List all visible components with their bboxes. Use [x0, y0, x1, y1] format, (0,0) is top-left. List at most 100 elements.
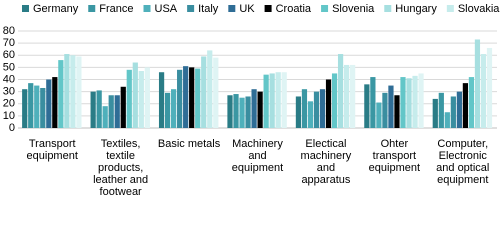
y-tick-label: 0 — [9, 122, 15, 134]
bar — [213, 57, 219, 128]
bar — [251, 89, 257, 128]
bar — [108, 95, 114, 128]
bar — [90, 91, 96, 128]
bar — [438, 92, 444, 128]
y-tick-label: 20 — [3, 98, 15, 110]
bar — [394, 95, 400, 128]
bar — [307, 101, 314, 128]
x-tick-label: Basic metals — [157, 138, 221, 150]
legend-swatch — [187, 5, 195, 12]
bar — [468, 77, 475, 128]
y-tick-label: 10 — [3, 110, 15, 122]
bar — [70, 55, 76, 128]
legend-swatch — [22, 5, 29, 12]
bar — [58, 60, 64, 128]
bar — [158, 72, 165, 128]
x-tick-label: Machinery and equipment — [231, 138, 284, 174]
bar — [364, 84, 370, 128]
x-tick-label: Computer, Electronic and optical equipme… — [436, 138, 490, 186]
legend-swatch — [143, 5, 151, 12]
bar — [233, 94, 239, 128]
bar — [195, 68, 201, 128]
bar — [462, 83, 469, 128]
bar — [388, 85, 394, 128]
bar — [275, 72, 281, 128]
bar — [313, 91, 320, 128]
bar — [382, 92, 388, 128]
bar — [432, 98, 438, 128]
legend-label: Slovakia — [458, 3, 500, 15]
bar — [281, 72, 287, 128]
y-tick-label: 50 — [3, 61, 15, 73]
y-tick-label: 70 — [3, 37, 15, 49]
bar — [301, 89, 308, 128]
legend-label: USA — [155, 3, 178, 15]
bar — [444, 112, 450, 128]
legend-swatch — [264, 5, 272, 12]
legend-label: Germany — [33, 3, 79, 15]
bar — [239, 97, 245, 128]
x-tick-label: Ohter transport equipment — [368, 138, 421, 174]
bar — [350, 64, 356, 128]
bar — [183, 66, 189, 128]
bar — [189, 67, 195, 128]
bar — [486, 47, 493, 128]
bar — [132, 62, 138, 128]
legend-swatch — [228, 5, 236, 12]
bar — [207, 50, 213, 128]
legend-label: France — [99, 3, 133, 15]
bar — [126, 69, 132, 128]
x-tick-label: Electical machinery and apparatus — [300, 138, 352, 186]
legend-label: UK — [239, 3, 255, 15]
bar — [120, 86, 126, 128]
chart: 0 10 20 30 40 50 60 70 80 Germany France USA Italy UK… — [3, 3, 500, 198]
bar — [456, 91, 462, 128]
bar — [418, 73, 424, 128]
bar — [96, 90, 102, 128]
legend-swatch — [384, 5, 392, 12]
bar — [171, 89, 177, 128]
bar — [257, 91, 263, 128]
bar — [376, 102, 382, 128]
legend-label: Slovenia — [332, 3, 375, 15]
bar — [102, 106, 108, 128]
bar — [269, 73, 275, 128]
bar — [177, 69, 183, 128]
legend-swatch — [446, 5, 454, 12]
bar — [295, 96, 302, 128]
bar — [400, 77, 406, 128]
bar — [406, 78, 412, 128]
bar — [164, 92, 171, 128]
bar — [337, 54, 344, 128]
bar — [450, 96, 456, 128]
bar — [474, 39, 481, 128]
bar — [263, 74, 269, 128]
bar — [114, 95, 120, 128]
bar — [370, 77, 376, 128]
bar — [28, 83, 34, 128]
legend-label: Hungary — [395, 3, 437, 15]
legend-label: Croatia — [276, 3, 312, 15]
bar — [22, 89, 28, 128]
bar — [343, 64, 350, 128]
bar — [46, 79, 52, 128]
legend-swatch — [321, 5, 329, 12]
y-tick-label: 80 — [3, 25, 15, 37]
legend-label: Italy — [198, 3, 219, 15]
y-tick-label: 60 — [3, 49, 15, 61]
bar — [76, 56, 82, 128]
bar — [331, 73, 338, 128]
bar — [245, 96, 251, 128]
bar — [412, 75, 418, 128]
bar — [40, 87, 46, 128]
x-tick-label: Transport equipment — [26, 138, 78, 162]
x-tick-label: Textiles, textile products, leather and … — [93, 138, 149, 198]
bar — [201, 56, 207, 128]
legend-swatch — [88, 5, 96, 12]
bar — [144, 67, 150, 128]
bar — [227, 95, 233, 128]
bar — [325, 79, 332, 128]
y-tick-label: 30 — [3, 86, 15, 98]
bar — [319, 89, 326, 128]
